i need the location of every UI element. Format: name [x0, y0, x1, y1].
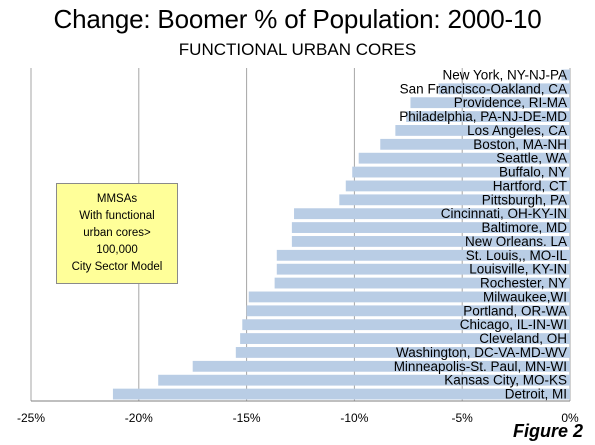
bar [158, 374, 571, 386]
category-label: Portland, OR-WA [463, 303, 567, 318]
bar [242, 319, 570, 331]
bar [339, 194, 570, 206]
category-label: Pittsburgh, PA [482, 192, 567, 207]
legend-note-box: MMSAs With functional urban cores> 100,0… [56, 183, 178, 284]
legend-note-line: MMSAs [96, 193, 138, 205]
legend-note-line: City Sector Model [71, 261, 163, 273]
x-tick-label: -15% [233, 411, 261, 425]
bar [112, 388, 570, 400]
category-label: Minneapolis-St. Paul, MN-WI [394, 359, 567, 374]
category-label: Baltimore, MD [481, 220, 567, 235]
category-label: Chicago, IL-IN-WI [460, 317, 567, 332]
x-tick-label: -10% [340, 411, 368, 425]
legend-note-line: 100,000 [96, 244, 138, 256]
category-label: Seattle, WA [496, 151, 567, 166]
bar [248, 291, 571, 303]
bar [352, 166, 570, 178]
chart-title: Change: Boomer % of Population: 2000-10 [53, 4, 542, 34]
category-label: Buffalo, NY [499, 165, 567, 180]
bar [410, 97, 570, 109]
bar [291, 222, 570, 233]
category-label: San Francisco-Oakland, CA [400, 81, 567, 96]
chart-subtitle: FUNCTIONAL URBAN CORES [178, 40, 417, 59]
category-label: Rochester, NY [480, 276, 567, 291]
bar [438, 83, 570, 95]
legend-note-line: urban cores> [83, 227, 151, 239]
category-label: St. Louis,, MO-IL [466, 248, 568, 263]
bar [240, 333, 570, 344]
bar [291, 236, 570, 247]
figure-label: Figure 2 [512, 421, 583, 441]
bar [276, 263, 570, 275]
bar [235, 347, 570, 358]
x-tick-label: 0% [561, 411, 579, 425]
bar [276, 249, 570, 261]
bar [395, 125, 570, 136]
bar [246, 305, 570, 317]
category-label: Milwaukee,WI [483, 289, 567, 304]
category-label: Cleveland, OH [479, 331, 567, 346]
category-label: Boston, MA-NH [473, 137, 567, 152]
category-label: New York, NY-NJ-PA [442, 67, 567, 82]
category-label: Detroit, MI [505, 387, 567, 402]
bar [192, 360, 570, 372]
category-label: New Orleans. LA [465, 234, 567, 249]
category-label: Washington, DC-VA-MD-WV [396, 345, 567, 360]
category-label: Providence, RI-MA [454, 95, 567, 110]
bar [561, 69, 570, 81]
bar [380, 138, 570, 150]
category-label: Cincinnati, OH-KY-IN [441, 206, 567, 221]
x-tick-label: -25% [17, 411, 45, 425]
bar [274, 277, 570, 289]
legend-note-line: With functional [79, 210, 155, 222]
category-label: Los Angeles, CA [467, 123, 567, 138]
bar [294, 208, 570, 220]
bar [358, 152, 570, 164]
x-tick-label: -5% [452, 411, 474, 425]
category-label: Kansas City, MO-KS [444, 373, 567, 388]
x-tick-label: -20% [125, 411, 153, 425]
category-label: Hartford, CT [493, 178, 567, 193]
bar [345, 180, 570, 192]
category-label: Louisville, KY-IN [469, 262, 567, 277]
bar [406, 111, 570, 122]
category-label: Philadelphia, PA-NJ-DE-MD [399, 109, 567, 124]
